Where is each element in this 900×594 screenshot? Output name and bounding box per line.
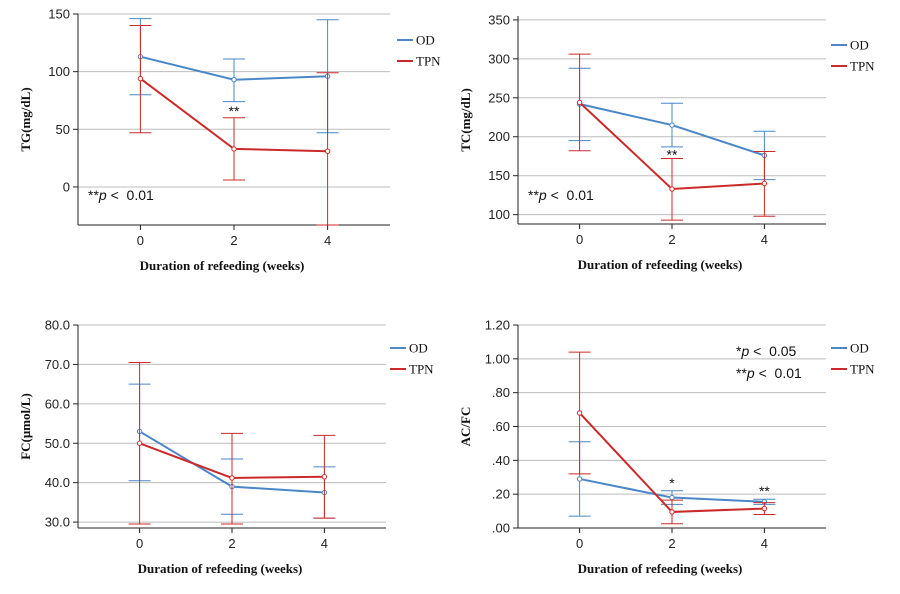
- x-axis-title: Duration of refeeding (weeks): [140, 258, 305, 273]
- legend: OD TPN: [390, 341, 434, 377]
- y-tick-label: 1.00: [485, 351, 510, 366]
- x-tick-label: 0: [576, 536, 583, 551]
- x-axis-title: Duration of refeeding (weeks): [138, 561, 303, 576]
- y-tick-label: 300: [488, 51, 510, 66]
- y-tick-label: 100: [488, 207, 510, 222]
- y-tick-label: 50.0: [45, 436, 70, 451]
- significance-note: **p < 0.01: [88, 187, 154, 203]
- y-tick-label: 250: [488, 90, 510, 105]
- series-tpn: [568, 53, 776, 221]
- series-tpn: [129, 25, 339, 226]
- legend-label-tpn: TPN: [850, 59, 875, 74]
- data-point: [321, 474, 328, 480]
- significance-marker: **: [759, 483, 770, 499]
- x-tick-label: 4: [761, 232, 768, 247]
- data-point: [669, 494, 675, 501]
- y-tick-label: 1.20: [485, 318, 510, 333]
- y-tick-label: 70.0: [45, 357, 70, 372]
- data-point: [231, 77, 237, 83]
- series-tpn: [128, 361, 336, 525]
- x-axis-title: Duration of refeeding (weeks): [578, 257, 743, 272]
- y-tick-label: .20: [492, 487, 510, 502]
- data-point: [324, 148, 331, 154]
- x-tick-label: 4: [761, 536, 768, 551]
- x-tick-label: 2: [228, 536, 235, 551]
- chart-panel-3: 30.0 40.0 50.0 60.0 70.0 80.0 0 2 4 Duration of r…: [18, 318, 434, 577]
- data-point: [669, 186, 675, 192]
- legend-label-tpn: TPN: [850, 362, 875, 377]
- x-tick-label: 0: [136, 536, 143, 551]
- x-tick-label: 4: [321, 536, 328, 551]
- significance-note: *p < 0.05: [736, 343, 797, 359]
- significance-note: **p < 0.01: [528, 187, 594, 203]
- data-point: [669, 122, 675, 128]
- legend-label-od: OD: [416, 33, 435, 48]
- y-tick-label: .80: [492, 385, 510, 400]
- x-tick-label: 4: [324, 233, 331, 248]
- y-tick-label: 40.0: [45, 475, 70, 490]
- data-point: [576, 410, 583, 416]
- significance-note-2: **p < 0.01: [736, 365, 802, 381]
- y-tick-label: 50: [56, 122, 70, 137]
- y-tick-label: 350: [488, 12, 510, 27]
- data-point: [761, 180, 768, 187]
- legend: OD TPN: [831, 341, 875, 377]
- legend-label-tpn: TPN: [416, 54, 441, 69]
- y-axis-title: TG(mg/dL): [18, 87, 33, 151]
- y-tick-label: 30.0: [45, 515, 70, 530]
- x-axis-title: Duration of refeeding (weeks): [578, 561, 743, 576]
- x-tick-label: 2: [230, 233, 237, 248]
- data-point: [576, 99, 583, 106]
- data-point: [761, 505, 768, 512]
- y-axis-title: FC(μmol/L): [18, 393, 33, 460]
- legend-label-od: OD: [850, 38, 869, 53]
- y-axis-title: AC/FC: [458, 407, 473, 447]
- data-point: [137, 75, 144, 82]
- data-point: [229, 475, 235, 481]
- y-tick-label: .00: [492, 521, 510, 536]
- x-tick-label: 0: [137, 233, 144, 248]
- x-tick-label: 2: [668, 536, 675, 551]
- y-tick-label: 100: [48, 64, 70, 79]
- legend-label-od: OD: [850, 341, 869, 356]
- data-point: [136, 440, 143, 446]
- y-axis-title: TC(mg/dL): [458, 88, 473, 152]
- data-point: [576, 476, 583, 482]
- data-point: [231, 146, 237, 152]
- y-tick-label: 0: [63, 179, 70, 194]
- legend: OD TPN: [831, 38, 875, 74]
- y-tick-label: 80.0: [45, 318, 70, 333]
- data-point: [669, 509, 675, 515]
- significance-marker: **: [229, 103, 240, 119]
- significance-marker: *: [669, 475, 675, 491]
- y-tick-label: .40: [492, 453, 510, 468]
- legend: OD TPN: [397, 33, 441, 69]
- y-tick-label: 150: [488, 168, 510, 183]
- significance-marker: **: [667, 147, 678, 163]
- x-tick-label: 0: [576, 232, 583, 247]
- series-tpn: [568, 351, 776, 525]
- y-tick-label: 60.0: [45, 396, 70, 411]
- chart-panel-2: 100 150 200 250 300 350 0 2 4 Duration of refeedi…: [458, 12, 875, 272]
- chart-panel-4: .00 .20 .40 .60 .80 1.00 1.20 0 2 4 Duration of re…: [458, 318, 875, 577]
- legend-label-od: OD: [409, 341, 428, 356]
- y-tick-label: 150: [48, 7, 70, 22]
- y-tick-label: 200: [488, 129, 510, 144]
- chart-panel-1: 0 50 100 150 0 2 4 Duration of refeeding (weeks…: [18, 7, 441, 274]
- x-tick-label: 2: [668, 232, 675, 247]
- legend-label-tpn: TPN: [409, 362, 434, 377]
- y-tick-label: .60: [492, 419, 510, 434]
